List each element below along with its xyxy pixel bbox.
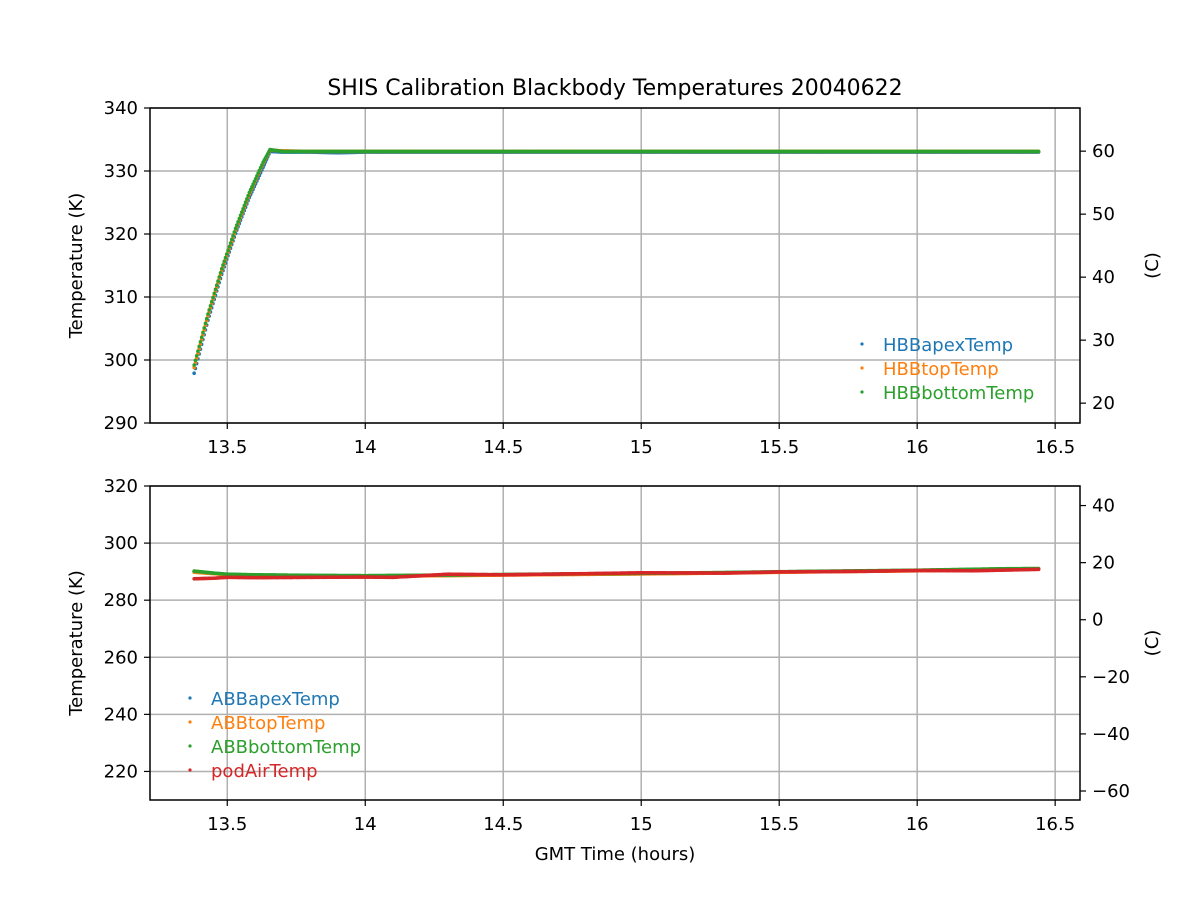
data-point — [212, 291, 217, 296]
data-point — [207, 308, 212, 312]
data-point — [206, 312, 210, 316]
y-tick-label: 290 — [104, 413, 138, 434]
data-point — [192, 371, 196, 376]
data-point — [199, 335, 204, 340]
data-point — [247, 190, 252, 195]
axes-frame — [149, 107, 1081, 424]
data-point — [229, 237, 234, 242]
data-point — [226, 248, 230, 253]
data-point — [256, 171, 260, 175]
data-point — [222, 259, 227, 264]
data-point — [246, 193, 250, 198]
data-point — [194, 353, 199, 358]
data-point — [218, 270, 223, 275]
x-tick-label: 15 — [630, 437, 653, 458]
data-point — [203, 321, 208, 326]
data-point — [198, 340, 203, 344]
data-point — [232, 230, 237, 234]
y2-tick-label: 60 — [1092, 141, 1115, 162]
data-point — [240, 210, 244, 214]
data-point — [196, 349, 200, 353]
data-point — [1036, 149, 1041, 154]
data-point — [221, 263, 225, 267]
data-point — [208, 303, 213, 308]
data-point — [202, 326, 206, 330]
legend-label: HBBbottomTemp — [883, 383, 1034, 404]
data-point — [227, 244, 232, 249]
data-point — [248, 187, 253, 192]
data-point — [209, 299, 214, 304]
data-point — [253, 176, 258, 181]
data-point — [242, 203, 247, 208]
data-point — [192, 365, 196, 370]
data-point — [238, 213, 243, 218]
legend-marker — [860, 390, 864, 394]
data-point — [193, 358, 198, 363]
x-tick-label: 16.5 — [1035, 437, 1075, 458]
legend-label: HBBapexTemp — [883, 335, 1013, 356]
data-point — [243, 200, 248, 205]
data-point — [214, 283, 219, 287]
y2-tick-label: 20 — [1092, 393, 1115, 414]
data-point — [251, 182, 255, 186]
data-point — [241, 206, 245, 211]
y-tick-label: 340 — [104, 98, 138, 119]
figure-title: SHIS Calibration Blackbody Temperatures … — [327, 76, 902, 101]
data-point — [252, 179, 257, 184]
data-point — [192, 363, 196, 367]
data-point — [258, 165, 263, 170]
x-axis-label: GMT Time (hours) — [535, 844, 696, 865]
x-tick-label: 14 — [354, 437, 377, 458]
data-point — [216, 279, 220, 283]
data-point — [257, 168, 262, 173]
data-point — [217, 275, 222, 279]
y2-tick-label: 30 — [1092, 330, 1115, 351]
x-tick-label: 14.5 — [483, 437, 523, 458]
legend-marker — [860, 366, 864, 370]
y2-tick-label: 50 — [1092, 204, 1115, 225]
y-axis-label: Temperature (K) — [66, 193, 87, 340]
data-point — [255, 174, 259, 178]
data-point — [231, 233, 235, 238]
y2-axis-label: (C) — [1142, 252, 1163, 279]
data-point — [224, 252, 229, 256]
data-point — [236, 220, 240, 224]
y-tick-label: 330 — [104, 161, 138, 182]
x-tick-label: 16 — [906, 437, 929, 458]
data-point — [260, 163, 264, 167]
series-HBBbottomTemp — [192, 147, 1041, 367]
y2-tick-label: 40 — [1092, 267, 1115, 288]
data-point — [201, 330, 205, 335]
data-point — [219, 266, 224, 271]
data-point — [211, 295, 215, 300]
y-tick-label: 320 — [104, 224, 138, 245]
data-point — [235, 223, 239, 227]
data-point — [228, 241, 233, 245]
data-point — [250, 185, 254, 189]
data-point — [245, 197, 249, 201]
legend-marker — [860, 342, 864, 346]
data-point — [213, 287, 218, 292]
legend: HBBapexTemp HBBtopTemp HBBbottomTemp — [860, 335, 1034, 404]
series-podAirTemp — [192, 567, 1041, 581]
x-tick-label: 15.5 — [759, 437, 799, 458]
x-tick-label: 13.5 — [207, 437, 247, 458]
legend-label: HBBtopTemp — [883, 359, 999, 380]
data-point — [223, 255, 228, 260]
bottom-panel-abb-temperatures: 13.5 14 14.5 15 15.5 16 16.5220240260280300320… — [66, 476, 1163, 835]
data-point — [237, 216, 242, 221]
top-panel-hbb-temperatures: 13.5 14 14.5 15 15.5 16 16.5 290 300 310 320 330 340… — [66, 98, 1163, 458]
data-point — [197, 344, 201, 349]
y-tick-label: 310 — [104, 287, 138, 308]
y-tick-label: 300 — [104, 350, 138, 371]
data-point — [233, 226, 238, 231]
data-point — [204, 316, 209, 321]
